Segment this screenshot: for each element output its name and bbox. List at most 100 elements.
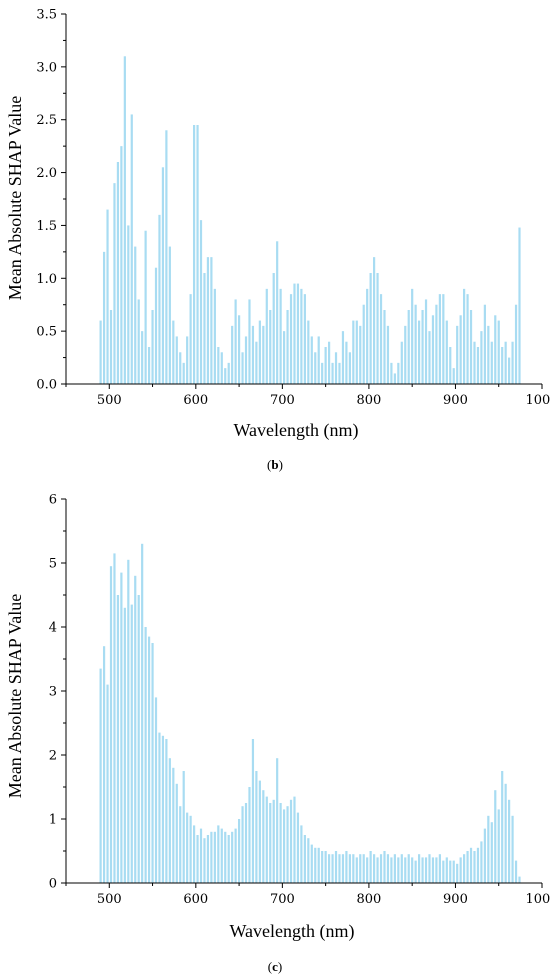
bar-c-866 (424, 857, 428, 883)
bar-b-970 (514, 304, 518, 384)
bar-b-882 (438, 294, 441, 384)
bar-b-802 (369, 273, 372, 384)
bar-c-554 (154, 697, 158, 883)
bar-c-762 (334, 851, 338, 883)
bar-c-950 (497, 809, 500, 883)
bar-c-838 (400, 854, 403, 883)
bar-c-826 (390, 857, 393, 883)
bar-c-906 (459, 857, 462, 883)
bar-b-550 (151, 310, 154, 384)
bar-b-650 (237, 315, 241, 384)
bar-c-958 (504, 783, 507, 883)
bar-c-534 (137, 595, 140, 883)
bar-c-694 (276, 758, 279, 883)
bar-b-898 (452, 368, 455, 384)
bar-c-822 (386, 854, 390, 883)
bar-b-722 (300, 288, 303, 384)
x-tick-label-c-500: 500 (97, 892, 122, 907)
y-tick-label-b-3: 1.5 (36, 219, 57, 234)
x-tick-label-b-500: 500 (97, 393, 122, 408)
x-axis-title-c: Wavelength (nm) (229, 921, 354, 942)
bar-b-718 (296, 283, 300, 384)
bar-c-954 (501, 771, 504, 883)
y-tick-label-c-5: 5 (49, 557, 57, 572)
bar-b-494 (102, 251, 106, 384)
bar-b-594 (189, 294, 192, 384)
bar-b-610 (203, 273, 206, 384)
bar-c-830 (393, 854, 396, 883)
x-tick-label-b-1000: 1000 (525, 393, 550, 408)
bar-c-922 (473, 851, 476, 883)
bar-b-642 (231, 325, 234, 384)
bar-c-734 (310, 844, 313, 883)
bar-b-942 (490, 341, 493, 384)
bar-b-906 (459, 315, 462, 384)
bar-c-786 (355, 857, 358, 883)
y-tick-label-c-4: 4 (49, 621, 57, 636)
bar-b-866 (424, 299, 428, 384)
bar-c-574 (172, 767, 175, 883)
bar-c-586 (182, 771, 185, 883)
bar-b-754 (328, 341, 331, 384)
bar-c-526 (130, 604, 133, 883)
bar-b-822 (386, 325, 390, 384)
bar-b-854 (414, 304, 417, 384)
bar-c-670 (255, 771, 258, 883)
bar-c-494 (102, 646, 106, 883)
y-tick-label-b-0: 0.0 (36, 378, 57, 393)
bar-b-538 (141, 331, 144, 384)
bar-c-750 (324, 851, 327, 883)
bar-b-630 (220, 352, 223, 384)
x-tick-label-c-1000: 1000 (525, 892, 550, 907)
bar-c-542 (144, 627, 147, 883)
bar-c-598 (192, 825, 196, 883)
bar-c-902 (456, 863, 459, 883)
y-axis-title-b: Mean Absolute SHAP Value (5, 96, 25, 301)
bar-c-754 (328, 854, 331, 883)
bar-b-914 (466, 294, 469, 384)
bar-c-714 (293, 796, 296, 883)
bar-series-b (99, 56, 521, 385)
bar-b-590 (186, 336, 189, 384)
bar-b-510 (116, 162, 120, 384)
bar-b-874 (431, 315, 435, 384)
bar-c-718 (296, 812, 300, 883)
bar-c-730 (307, 838, 310, 883)
bar-c-594 (189, 815, 192, 883)
bar-b-598 (192, 125, 196, 384)
bar-c-562 (161, 735, 165, 883)
bar-b-490 (99, 320, 102, 384)
bar-b-622 (213, 288, 216, 384)
bar-c-970 (514, 860, 518, 883)
bar-b-682 (265, 288, 268, 384)
bar-b-930 (480, 331, 483, 384)
panel-label-b-text: (b) (267, 457, 283, 472)
bar-c-798 (366, 857, 369, 883)
bar-b-730 (307, 320, 310, 384)
x-tick-label-b-800: 800 (356, 393, 381, 408)
bar-c-698 (279, 803, 282, 883)
bar-c-622 (213, 831, 216, 883)
bar-b-674 (258, 320, 261, 384)
bar-b-666 (251, 325, 255, 384)
bar-b-790 (359, 325, 362, 384)
bar-b-602 (196, 125, 199, 384)
bar-c-610 (203, 838, 206, 883)
bar-b-514 (120, 146, 123, 384)
bar-b-750 (324, 347, 327, 384)
bar-b-506 (113, 183, 116, 384)
bar-b-926 (476, 347, 480, 384)
bar-b-698 (279, 288, 282, 384)
bar-c-702 (282, 809, 286, 883)
bar-c-726 (303, 835, 306, 883)
bar-c-794 (362, 854, 365, 883)
bar-b-742 (317, 336, 320, 384)
bar-b-618 (210, 257, 213, 384)
bar-c-930 (480, 841, 483, 883)
bar-c-850 (411, 857, 414, 883)
bar-b-894 (449, 347, 452, 384)
x-tick-label-b-600: 600 (183, 393, 208, 408)
bar-b-586 (182, 362, 185, 384)
bar-c-630 (220, 828, 223, 883)
